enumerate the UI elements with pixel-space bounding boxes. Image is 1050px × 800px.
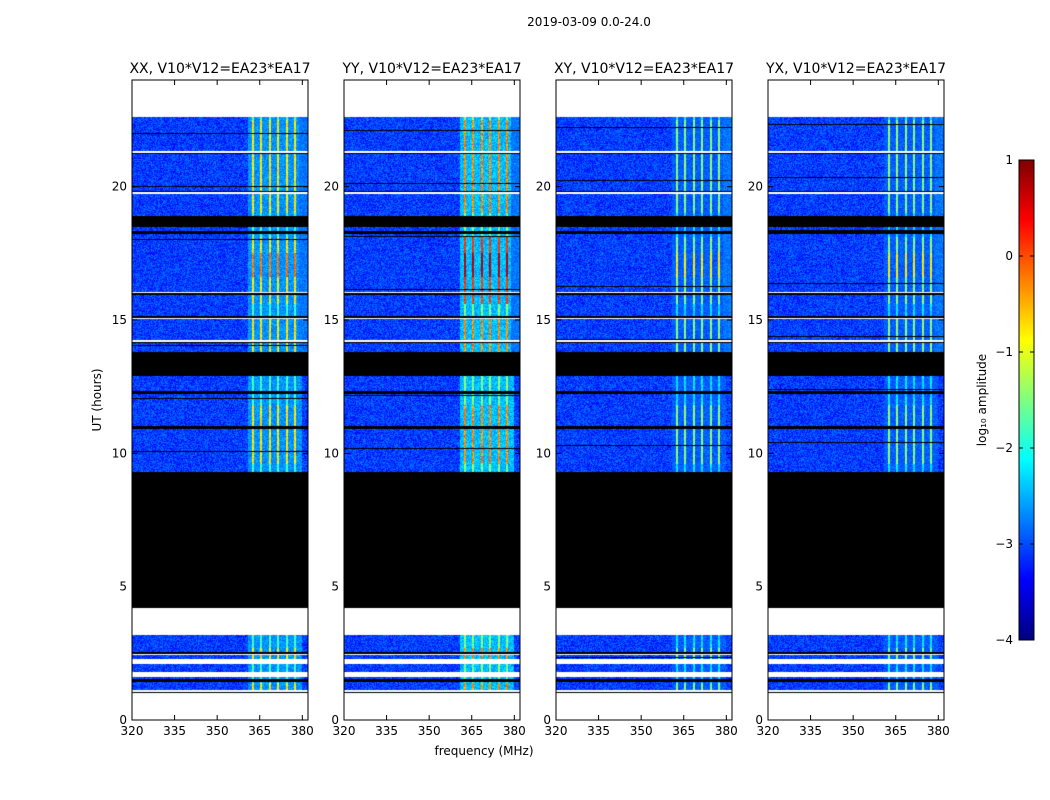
colorbar-tick-label-1: 0 <box>1005 249 1013 263</box>
colorbar-tick-label-3: −2 <box>995 441 1013 455</box>
colorbar-tick-label-5: −4 <box>995 633 1013 647</box>
panel-yy: YY, V10*V12=EA23*EA17 320 335 350 365 380 0 5 1… <box>324 61 526 738</box>
y-tick-label-yy-3: 15 <box>324 313 339 327</box>
plot-frame-yx <box>767 79 945 721</box>
panel-title-yx: YX, V10*V12=EA23*EA17 <box>765 61 946 77</box>
panel-title-xy: XY, V10*V12=EA23*EA17 <box>554 61 734 77</box>
x-tick-label-yy-1: 335 <box>375 724 398 738</box>
panel-yx: YX, V10*V12=EA23*EA17 320 335 350 365 380 0 5 1… <box>748 61 950 738</box>
x-tick-label-xx-4: 380 <box>291 724 314 738</box>
y-tick-label-yx-4: 20 <box>748 180 763 194</box>
y-tick-label-xy-0: 0 <box>543 713 551 727</box>
heatmap-yx <box>768 80 944 720</box>
y-tick-label-xy-3: 15 <box>536 313 551 327</box>
y-tick-label-yy-2: 10 <box>324 446 339 460</box>
x-tick-label-xy-4: 380 <box>715 724 738 738</box>
x-tick-label-yx-4: 380 <box>927 724 950 738</box>
colorbar-frame <box>1018 159 1035 641</box>
panel-title-yy: YY, V10*V12=EA23*EA17 <box>342 61 522 77</box>
x-tick-label-xy-3: 365 <box>672 724 695 738</box>
x-tick-label-xx-0: 320 <box>121 724 144 738</box>
panel-xy: XY, V10*V12=EA23*EA17 320 335 350 365 380 0 5 1… <box>536 61 738 738</box>
plot-frame-yy <box>343 79 521 721</box>
colorbar-tick-label-2: −1 <box>995 345 1013 359</box>
y-tick-label-yx-2: 10 <box>748 446 763 460</box>
x-tick-label-yx-0: 320 <box>757 724 780 738</box>
colorbar-ticks: 1 0 −1 −2 −3 −4 <box>995 153 1034 647</box>
x-tick-label-xx-1: 335 <box>163 724 186 738</box>
y-tick-label-yx-1: 5 <box>755 580 763 594</box>
y-tick-label-xy-2: 10 <box>536 446 551 460</box>
x-axis-label: frequency (MHz) <box>434 744 533 758</box>
x-tick-label-xy-1: 335 <box>587 724 610 738</box>
colorbar-tick-label-4: −3 <box>995 537 1013 551</box>
heatmap-xx <box>132 80 308 720</box>
y-tick-label-xx-2: 10 <box>112 446 127 460</box>
y-tick-label-yy-1: 5 <box>331 580 339 594</box>
x-tick-label-yx-3: 365 <box>884 724 907 738</box>
ticks-yx: 320 335 350 365 380 0 5 10 15 20 <box>748 80 950 738</box>
y-tick-label-yy-4: 20 <box>324 180 339 194</box>
y-tick-label-yx-3: 15 <box>748 313 763 327</box>
colorbar-gradient <box>1019 160 1034 640</box>
heatmap-xy <box>556 80 732 720</box>
y-tick-label-yx-0: 0 <box>755 713 763 727</box>
y-tick-label-xy-1: 5 <box>543 580 551 594</box>
y-tick-label-xy-4: 20 <box>536 180 551 194</box>
colorbar-tick-label-0: 1 <box>1005 153 1013 167</box>
y-tick-label-yy-0: 0 <box>331 713 339 727</box>
figure-title: 2019-03-09 0.0-24.0 <box>527 15 651 29</box>
colorbar: 1 0 −1 −2 −3 −4 log₁₀ amplitude <box>975 153 1035 647</box>
y-tick-label-xx-3: 15 <box>112 313 127 327</box>
ticks-yy: 320 335 350 365 380 0 5 10 15 20 <box>324 80 526 738</box>
panel-title-xx: XX, V10*V12=EA23*EA17 <box>129 61 310 77</box>
colorbar-label: log₁₀ amplitude <box>975 354 989 446</box>
plot-frame-xx <box>131 79 309 721</box>
x-tick-label-yy-3: 365 <box>460 724 483 738</box>
x-tick-label-xy-2: 350 <box>630 724 653 738</box>
x-tick-label-yx-2: 350 <box>842 724 865 738</box>
y-axis-label: UT (hours) <box>90 368 104 431</box>
x-tick-label-xy-0: 320 <box>545 724 568 738</box>
y-tick-label-xx-0: 0 <box>119 713 127 727</box>
plot-frame-xy <box>555 79 733 721</box>
ticks-xx: 320 335 350 365 380 0 5 10 15 20 <box>112 80 314 738</box>
x-tick-label-xx-2: 350 <box>206 724 229 738</box>
x-tick-label-yx-1: 335 <box>799 724 822 738</box>
x-tick-label-xx-3: 365 <box>248 724 271 738</box>
x-tick-label-yy-2: 350 <box>418 724 441 738</box>
y-tick-label-xx-4: 20 <box>112 180 127 194</box>
y-tick-label-xx-1: 5 <box>119 580 127 594</box>
x-tick-label-yy-0: 320 <box>333 724 356 738</box>
panel-xx: XX, V10*V12=EA23*EA17 320 335 350 365 380 0 5 1… <box>112 61 314 738</box>
ticks-xy: 320 335 350 365 380 0 5 10 15 20 <box>536 80 738 738</box>
x-tick-label-yy-4: 380 <box>503 724 526 738</box>
heatmap-yy <box>344 80 520 720</box>
